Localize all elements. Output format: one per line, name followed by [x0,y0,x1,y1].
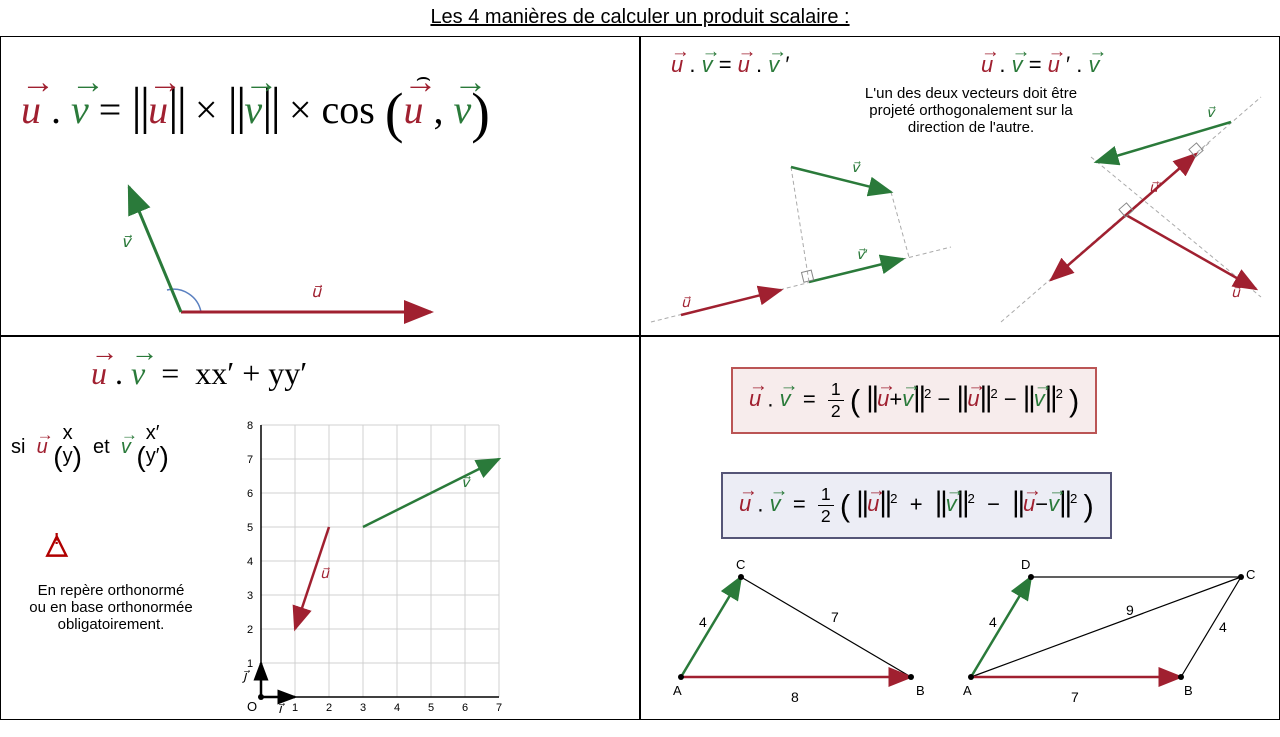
q2-diagram: u⃗ v⃗ v⃗′ u⃗ u⃗′ v⃗ [641,37,1280,337]
svg-text:1: 1 [247,658,253,670]
svg-text:D: D [1021,557,1030,572]
svg-text:i⃗: i⃗ [278,701,285,716]
q4-eq1-box: u . v = 12 ( ||u+v||2 − ||u||2 − ||v||2 … [731,367,1097,434]
q4-eq2-box: u . v = 12 ( ||u||2 + ||v||2 − ||u−v||2 … [721,472,1112,539]
svg-text:9: 9 [1126,602,1134,618]
svg-text:u⃗: u⃗ [681,294,691,310]
svg-text:4: 4 [394,702,400,714]
svg-text:3: 3 [360,702,366,714]
svg-text:1: 1 [292,702,298,714]
svg-text:4: 4 [1219,619,1227,635]
svg-text:A: A [963,683,972,698]
q3-grid-diagram: 1 2 3 4 5 6 7 1 2 3 4 5 6 7 8 Oi⃗ j⃗ u⃗ v⃗ [241,407,641,717]
svg-text:7: 7 [496,702,502,714]
svg-text:4: 4 [989,614,997,630]
q1-diagram: u⃗ v⃗ [1,37,641,337]
svg-text:3: 3 [247,590,253,602]
svg-text:u⃗: u⃗ [320,565,330,581]
svg-text:2: 2 [247,624,253,636]
svg-text:5: 5 [247,522,253,534]
svg-text:v⃗: v⃗ [1206,104,1216,120]
svg-text:2: 2 [326,702,332,714]
svg-text:4: 4 [247,556,253,568]
page-title: Les 4 manières de calculer un produit sc… [0,0,1280,36]
quadrant-4-polarization: u . v = 12 ( ||u+v||2 − ||u||2 − ||v||2 … [640,336,1280,720]
svg-text:v⃗: v⃗ [121,234,133,251]
svg-text:8: 8 [791,689,799,705]
svg-text:v⃗: v⃗ [851,159,861,175]
quadrant-3-coordinates: u . v = xx′ + yy′ si u (xy) et v (x′y′) … [0,336,640,720]
svg-text:v⃗′: v⃗′ [856,246,868,262]
svg-text:8: 8 [247,420,253,432]
q4-diagram: A B C 4 7 8 A B C D 4 4 [641,537,1280,737]
q3-formula: u . v = xx′ + yy′ [91,355,307,392]
svg-text:7: 7 [247,454,253,466]
svg-text:u⃗′: u⃗′ [1149,179,1162,195]
svg-text:A: A [673,683,682,698]
quadrant-2-projection: u . v = u . v ′ u . v = u ′ . v L'un des… [640,36,1280,336]
svg-text:5: 5 [428,702,434,714]
svg-text:B: B [1184,683,1193,698]
svg-text:7: 7 [1071,689,1079,705]
quadrant-1-cosine: u . v = ||u|| × ||v|| × cos (⌢u , v) u⃗ … [0,36,640,336]
svg-text:C: C [1246,567,1255,582]
quad-grid: u . v = ||u|| × ||v|| × cos (⌢u , v) u⃗ … [0,36,1280,720]
svg-text:j⃗: j⃗ [242,668,250,683]
svg-text:O: O [247,699,257,714]
svg-text:v⃗: v⃗ [461,474,471,490]
q3-coords: si u (xy) et v (x′y′) [11,422,169,473]
q3-warning-text: En repère orthonorméou en base orthonorm… [11,582,211,633]
svg-text:7: 7 [831,609,839,625]
svg-text:C: C [736,557,745,572]
svg-text:4: 4 [699,614,707,630]
svg-text:6: 6 [462,702,468,714]
svg-text:6: 6 [247,488,253,500]
svg-text:u⃗: u⃗ [311,284,323,301]
warning-icon: △! [46,527,68,560]
svg-text:u⃗: u⃗ [1231,284,1241,300]
svg-text:B: B [916,683,925,698]
